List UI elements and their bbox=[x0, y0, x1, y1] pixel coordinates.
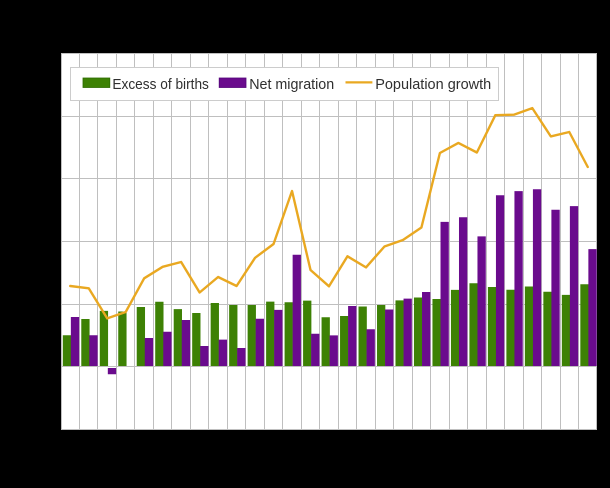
svg-text:Net migration: Net migration bbox=[249, 76, 334, 93]
svg-text:Excess of births: Excess of births bbox=[112, 76, 208, 93]
svg-text:Population growth: Population growth bbox=[375, 76, 491, 93]
